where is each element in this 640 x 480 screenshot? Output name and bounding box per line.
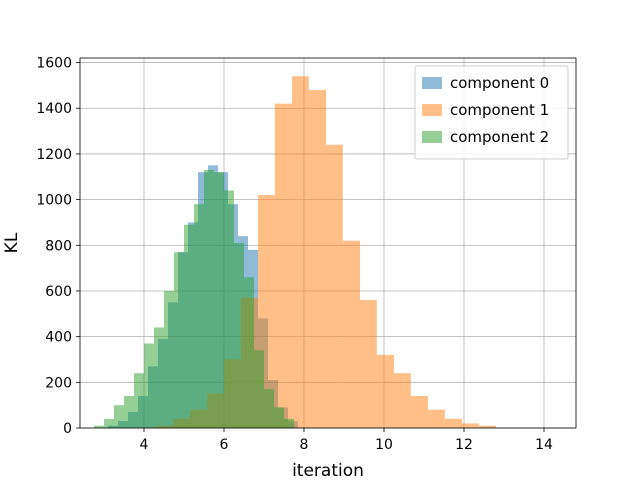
histogram-bar [394, 373, 411, 428]
histogram-bar [462, 423, 479, 428]
legend: component 0 component 1 component 2 [414, 65, 569, 160]
legend-swatch [422, 104, 442, 116]
x-tick-label: 10 [375, 437, 393, 453]
plot-frame [79, 57, 577, 429]
histogram-bar [410, 396, 428, 428]
histogram-bar [360, 300, 377, 428]
histogram-bar [264, 389, 274, 428]
x-tick-label: 6 [220, 437, 229, 453]
series-2-bars [94, 169, 294, 428]
histogram-bar [284, 418, 294, 428]
histogram-bar [292, 76, 309, 428]
legend-swatch [422, 131, 442, 143]
y-tick-label: 1400 [36, 101, 72, 117]
histogram-bar [94, 425, 104, 428]
histogram-bar [478, 425, 496, 428]
y-tick-label: 800 [45, 238, 72, 254]
legend-swatch [422, 77, 442, 89]
histogram-bar [154, 327, 164, 428]
x-axis-title: iteration [292, 461, 364, 480]
histogram-bar [174, 252, 184, 428]
histogram-bar [308, 89, 326, 428]
x-tick-label: 8 [300, 437, 309, 453]
histogram-bar [342, 240, 360, 428]
y-tick-label: 0 [63, 421, 72, 437]
legend-label: component 2 [450, 128, 549, 146]
y-tick-label: 1000 [36, 193, 72, 209]
histogram-bar [428, 409, 445, 428]
x-tick-label: 4 [140, 437, 149, 453]
histogram-bar [444, 418, 462, 428]
histogram-bar [234, 243, 244, 428]
histogram-bar [124, 396, 134, 428]
x-tick-label: 12 [455, 437, 473, 453]
legend-box [414, 65, 569, 160]
histogram-bar [194, 204, 204, 428]
histogram-bar [224, 190, 234, 428]
x-tick-label: 14 [535, 437, 553, 453]
series-1-bars [156, 76, 496, 428]
histogram-bar [214, 172, 224, 428]
histogram-bar [164, 290, 174, 428]
legend-label: component 0 [450, 74, 549, 92]
y-tick-label: 600 [45, 284, 72, 300]
histogram-bar [254, 350, 264, 428]
histogram-bar [114, 405, 124, 428]
legend-label: component 1 [450, 101, 549, 119]
ticks-layer: 4 6 8 10 12 14 0 200 400 600 800 1000 1200 1400 1600 [36, 56, 553, 453]
histogram-bar [244, 277, 254, 428]
histogram-bar [134, 373, 144, 428]
y-tick-label: 1600 [36, 56, 72, 72]
histogram-bar [274, 103, 292, 428]
y-axis-title: KL [2, 232, 22, 253]
histogram-bar [326, 144, 343, 428]
y-tick-label: 1200 [36, 147, 72, 163]
y-tick-label: 200 [45, 375, 72, 391]
bars-layer [94, 76, 496, 428]
histogram-bar [144, 343, 154, 428]
histogram-bar [204, 169, 214, 428]
y-tick-label: 400 [45, 330, 72, 346]
histogram-bar [376, 354, 394, 428]
histogram-bar [274, 407, 284, 428]
histogram-bar [104, 418, 114, 428]
histogram-bar [184, 224, 194, 428]
